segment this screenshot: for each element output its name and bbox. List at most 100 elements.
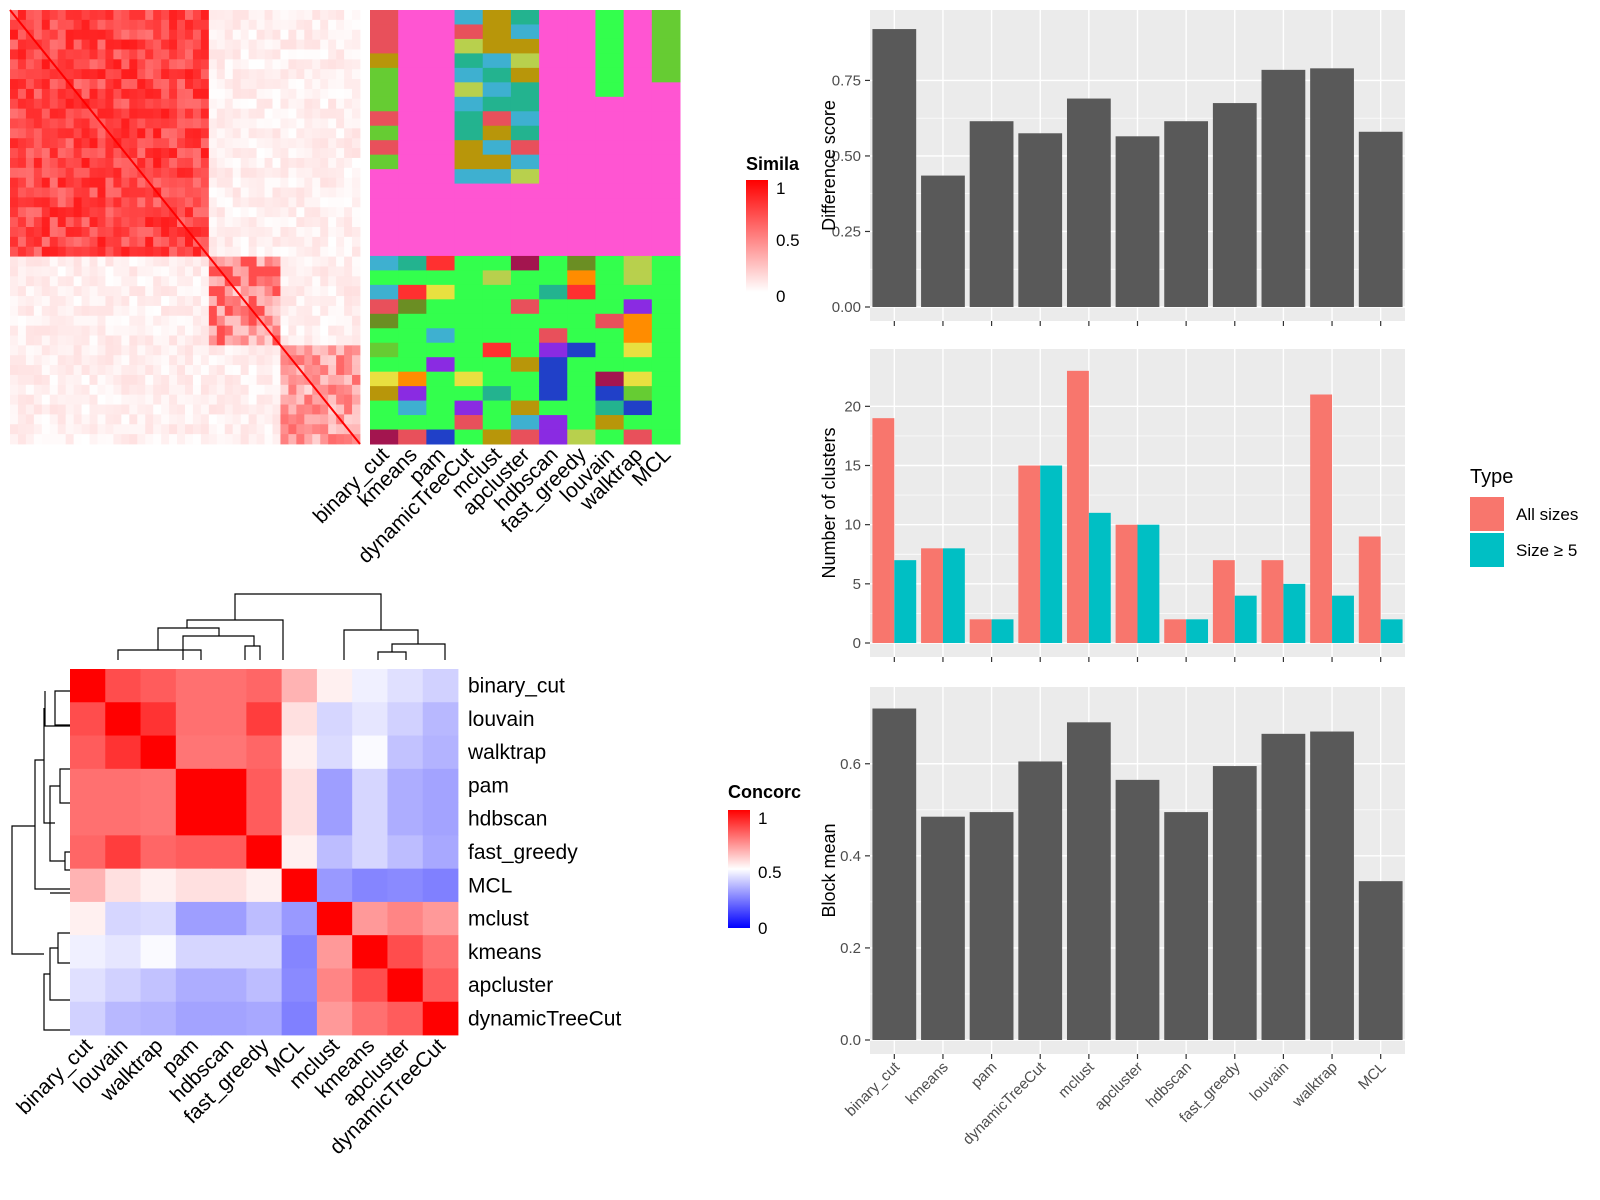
similarity-cell <box>129 98 138 110</box>
similarity-cell <box>137 49 146 60</box>
similarity-cell <box>272 286 281 297</box>
similarity-cell <box>113 29 122 40</box>
concordance-cell <box>246 735 283 770</box>
similarity-cell <box>105 335 114 346</box>
similarity-cell <box>312 365 321 376</box>
similarity-cell <box>256 296 265 307</box>
similarity-cell <box>320 59 329 70</box>
membership-cell <box>567 241 596 257</box>
membership-cell <box>454 212 484 228</box>
membership-cell <box>426 241 456 257</box>
membership-cell <box>539 255 568 271</box>
similarity-cell <box>169 69 178 80</box>
membership-cell <box>510 255 540 271</box>
membership-cell <box>398 67 427 83</box>
similarity-cell <box>272 384 281 396</box>
similarity-cell <box>129 246 138 257</box>
similarity-cell <box>336 305 345 317</box>
similarity-cell <box>129 39 138 50</box>
similarity-cell <box>248 374 257 386</box>
similarity-cell <box>272 345 281 356</box>
similarity-cell <box>41 98 51 110</box>
similarity-cell <box>185 157 194 169</box>
similarity-cell <box>73 167 82 179</box>
similarity-cell <box>208 49 218 60</box>
similarity-cell <box>177 167 186 179</box>
membership-cell <box>623 299 653 315</box>
similarity-cell <box>169 118 178 129</box>
similarity-cell <box>192 157 202 169</box>
membership-cell <box>567 342 596 358</box>
similarity-cell <box>89 69 98 80</box>
similarity-cell <box>57 138 67 149</box>
similarity-cell <box>224 286 234 297</box>
bar-apcluster <box>1115 779 1160 1040</box>
similarity-cell <box>312 10 321 21</box>
similarity-cell <box>137 108 146 119</box>
membership-cell <box>510 357 540 373</box>
concordance-cell <box>422 835 459 870</box>
similarity-cell <box>240 325 250 336</box>
similarity-cell <box>200 227 210 238</box>
membership-cell <box>454 357 484 373</box>
membership-cell <box>510 212 540 228</box>
similarity-cell <box>296 79 305 90</box>
similarity-cell <box>344 355 353 366</box>
similarity-cell <box>145 236 154 248</box>
similarity-cell <box>256 266 265 277</box>
similarity-cell <box>352 59 361 70</box>
similarity-cell <box>256 246 265 257</box>
similarity-cell <box>296 88 305 100</box>
similarity-cell <box>177 414 186 425</box>
similarity-legend-colorbar <box>746 180 768 292</box>
similarity-cell <box>73 207 82 218</box>
membership-cell <box>623 270 653 286</box>
similarity-cell <box>280 227 289 238</box>
similarity-cell <box>256 177 265 188</box>
similarity-cell <box>192 10 202 21</box>
concordance-cell <box>211 968 247 1003</box>
similarity-cell <box>352 256 361 267</box>
concordance-cell <box>70 802 106 836</box>
similarity-cell <box>240 19 250 31</box>
similarity-cell <box>312 227 321 238</box>
similarity-cell <box>288 197 297 208</box>
similarity-cell <box>153 197 162 208</box>
similarity-cell <box>153 59 162 70</box>
similarity-cell <box>248 296 257 307</box>
similarity-cell <box>121 98 130 110</box>
similarity-cell <box>169 286 178 297</box>
similarity-cell <box>224 355 234 366</box>
membership-cell <box>482 357 512 373</box>
similarity-cell <box>169 266 178 277</box>
similarity-cell <box>153 345 162 356</box>
similarity-cell <box>57 404 67 415</box>
membership-cell <box>567 24 596 40</box>
similarity-cell <box>328 167 337 179</box>
concordance-legend-tick-0-5: 0.5 <box>758 863 782 882</box>
similarity-cell <box>121 88 130 100</box>
similarity-cell <box>328 374 337 386</box>
similarity-cell <box>121 49 130 60</box>
similarity-cell <box>113 157 122 169</box>
similarity-cell <box>137 424 146 435</box>
similarity-cell <box>41 236 51 248</box>
similarity-cell <box>264 266 273 277</box>
similarity-cell <box>352 345 361 356</box>
similarity-cell <box>153 325 162 336</box>
similarity-cell <box>161 217 170 228</box>
similarity-cell <box>272 276 281 287</box>
similarity-cell <box>240 108 250 119</box>
similarity-cell <box>224 29 234 40</box>
membership-cell <box>426 284 456 300</box>
similarity-cell <box>25 286 35 297</box>
similarity-cell <box>320 157 329 169</box>
similarity-cell <box>33 98 43 110</box>
similarity-cell <box>192 315 202 327</box>
similarity-cell <box>304 138 313 149</box>
similarity-cell <box>208 266 218 277</box>
membership-cell <box>651 67 681 83</box>
similarity-cell <box>65 148 75 159</box>
similarity-cell <box>89 236 98 248</box>
similarity-cell <box>137 69 146 80</box>
